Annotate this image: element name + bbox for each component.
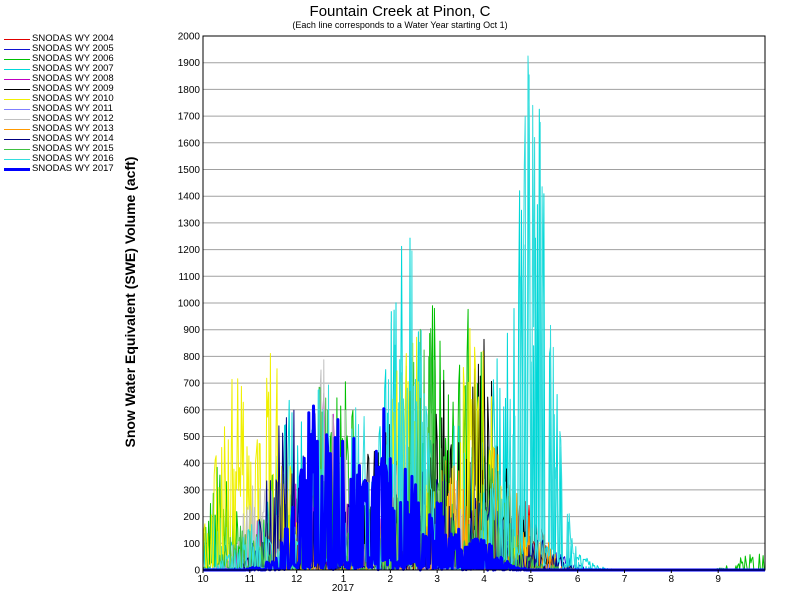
x-tick-label: 9 — [715, 574, 721, 585]
x-tick-label: 1 — [341, 574, 347, 585]
y-tick-label: 900 — [183, 325, 200, 336]
legend-item: SNODAS WY 2005 — [4, 44, 114, 54]
legend-item: SNODAS WY 2009 — [4, 84, 114, 94]
y-tick-label: 1100 — [178, 272, 200, 283]
y-tick-label: 1400 — [178, 192, 201, 203]
legend-item: SNODAS WY 2016 — [4, 154, 114, 164]
legend: SNODAS WY 2004 SNODAS WY 2005 SNODAS WY 20… — [4, 34, 114, 174]
legend-swatch — [4, 108, 30, 110]
legend-item: SNODAS WY 2007 — [4, 64, 114, 74]
legend-label: SNODAS WY 2015 — [32, 143, 114, 154]
legend-label: SNODAS WY 2016 — [32, 153, 114, 164]
x-tick-label: 8 — [669, 574, 675, 585]
legend-swatch — [4, 48, 30, 50]
x-tick-label: 3 — [434, 574, 440, 585]
y-tick-label: 800 — [183, 352, 200, 363]
y-tick-label: 1900 — [178, 58, 201, 69]
legend-label: SNODAS WY 2007 — [32, 63, 114, 74]
y-axis-label: Snow Water Equivalent (SWE) Volume (acft… — [122, 157, 138, 448]
legend-label: SNODAS WY 2008 — [32, 73, 114, 84]
y-tick-label: 400 — [183, 459, 200, 470]
legend-label: SNODAS WY 2005 — [32, 43, 114, 54]
legend-swatch — [4, 167, 30, 171]
legend-label: SNODAS WY 2017 — [32, 163, 114, 174]
y-tick-label: 1700 — [178, 112, 201, 123]
y-tick-label: 1500 — [178, 165, 201, 176]
legend-swatch — [4, 38, 30, 40]
y-tick-label: 200 — [183, 512, 200, 523]
x-tick-label: 4 — [481, 574, 487, 585]
legend-swatch — [4, 78, 30, 80]
legend-label: SNODAS WY 2012 — [32, 113, 114, 124]
legend-item: SNODAS WY 2010 — [4, 94, 114, 104]
x-tick-label: 6 — [575, 574, 581, 585]
legend-label: SNODAS WY 2013 — [32, 123, 114, 134]
x-tick-label: 12 — [291, 574, 303, 585]
legend-item: SNODAS WY 2013 — [4, 124, 114, 134]
legend-label: SNODAS WY 2011 — [32, 103, 113, 114]
legend-item: SNODAS WY 2015 — [4, 144, 114, 154]
y-tick-label: 1300 — [178, 218, 201, 229]
legend-swatch — [4, 158, 30, 160]
legend-swatch — [4, 138, 30, 140]
legend-item: SNODAS WY 2004 — [4, 34, 114, 44]
legend-label: SNODAS WY 2009 — [32, 83, 114, 94]
gridlines — [203, 62, 765, 544]
legend-item: SNODAS WY 2011 — [4, 104, 114, 114]
y-tick-label: 700 — [183, 379, 200, 390]
y-tick-label: 0 — [194, 566, 200, 577]
legend-swatch — [4, 98, 30, 100]
legend-swatch — [4, 128, 30, 130]
legend-swatch — [4, 58, 30, 60]
y-tick-label: 600 — [183, 405, 200, 416]
x-year-label: 2017 — [332, 583, 355, 594]
x-tick-label: 5 — [528, 574, 534, 585]
y-tick-label: 300 — [183, 485, 200, 496]
x-tick-label: 7 — [622, 574, 628, 585]
y-tick-label: 1800 — [178, 85, 201, 96]
y-axis-ticks: 0 100 200 300 400 500 600 700 800 900 1000 1100 1200… — [178, 32, 201, 577]
legend-swatch — [4, 88, 30, 90]
chart-subtitle: (Each line corresponds to a Water Year s… — [292, 20, 507, 30]
x-axis-ticks: 10 11 12 1 2 3 4 5 6 7 8 9 — [197, 570, 721, 585]
chart-title: Fountain Creek at Pinon, C — [310, 3, 491, 20]
y-tick-label: 1200 — [178, 245, 201, 256]
y-tick-label: 2000 — [178, 32, 201, 43]
legend-item: SNODAS WY 2017 — [4, 164, 114, 174]
legend-swatch — [4, 68, 30, 70]
x-tick-label: 11 — [245, 574, 256, 585]
legend-item: SNODAS WY 2006 — [4, 54, 114, 64]
y-tick-label: 100 — [183, 539, 200, 550]
y-tick-label: 500 — [183, 432, 200, 443]
legend-item: SNODAS WY 2012 — [4, 114, 114, 124]
legend-label: SNODAS WY 2004 — [32, 33, 114, 44]
legend-label: SNODAS WY 2014 — [32, 133, 114, 144]
legend-item: SNODAS WY 2008 — [4, 74, 114, 84]
y-tick-label: 1000 — [178, 299, 201, 310]
series-layer — [202, 55, 766, 572]
legend-item: SNODAS WY 2014 — [4, 134, 114, 144]
x-tick-label: 2 — [388, 574, 394, 585]
legend-label: SNODAS WY 2010 — [32, 93, 114, 104]
x-tick-label: 10 — [197, 574, 209, 585]
legend-swatch — [4, 118, 30, 120]
legend-swatch — [4, 148, 30, 150]
y-tick-label: 1600 — [178, 138, 201, 149]
legend-label: SNODAS WY 2006 — [32, 53, 114, 64]
